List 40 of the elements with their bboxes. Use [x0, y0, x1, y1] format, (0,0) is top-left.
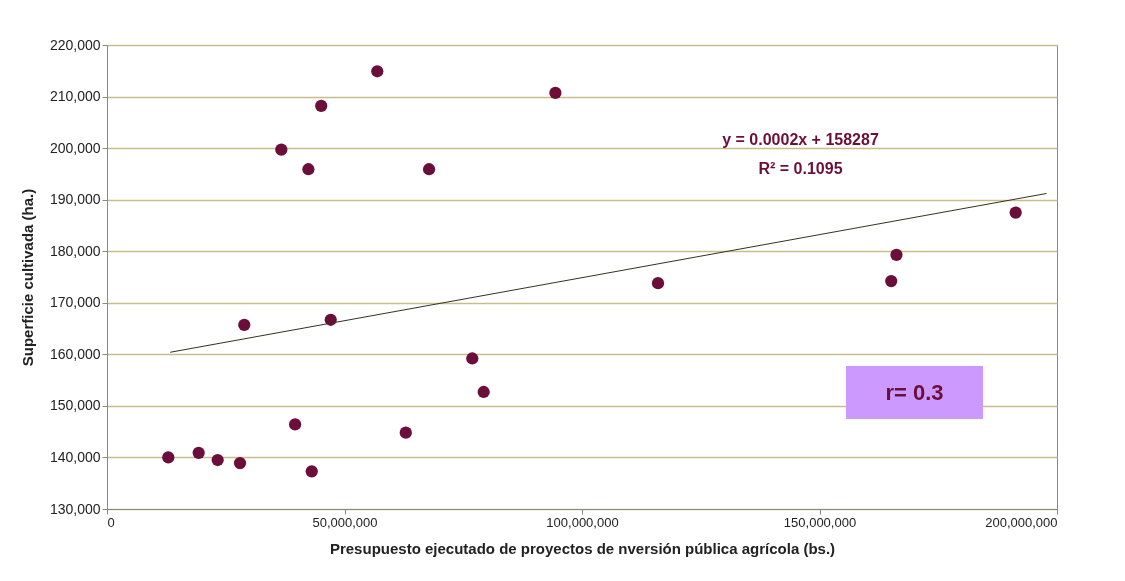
point — [651, 277, 665, 290]
point — [305, 465, 318, 478]
point — [288, 418, 302, 431]
y-axis-title: Superficie cultivada (ha.) — [18, 188, 36, 367]
point — [315, 99, 328, 112]
annotation: R² = 0.1095 — [758, 159, 843, 177]
point — [275, 143, 288, 156]
x-axis-title: Presupuesto ejecutado de proyectos de nversión pública agrícola (bs.) — [329, 539, 836, 557]
point — [238, 318, 251, 332]
x-tick-label: 50,000,000 — [312, 514, 378, 530]
point — [422, 163, 436, 176]
y-tick-label: 150,000 — [49, 397, 101, 414]
point — [162, 451, 175, 464]
point — [890, 248, 903, 261]
x-tick-label: 150,000,000 — [783, 514, 857, 530]
point — [477, 385, 490, 399]
point — [549, 86, 562, 100]
y-tick-label: 180,000 — [49, 242, 101, 259]
y-tick-label: 170,000 — [49, 294, 101, 311]
y-tick-label: 190,000 — [49, 191, 101, 208]
point — [466, 352, 479, 365]
y-tick-label: 160,000 — [49, 345, 101, 362]
label-box: r= 0.3 — [846, 366, 983, 419]
point — [371, 65, 384, 78]
y-tick-label: 200,000 — [49, 139, 101, 156]
y-tick-label: 140,000 — [49, 448, 101, 465]
point — [1009, 206, 1022, 219]
point — [302, 163, 315, 176]
x-tick-label: 200,000,000 — [985, 514, 1058, 530]
point — [399, 426, 412, 439]
point — [233, 457, 247, 470]
y-tick-label: 220,000 — [49, 36, 101, 53]
point — [211, 453, 224, 467]
x-tick-label: 100,000,000 — [546, 514, 619, 530]
annotation: y = 0.0002x + 158287 — [722, 131, 879, 149]
point — [192, 446, 205, 459]
point — [885, 275, 898, 288]
y-tick-label: 130,000 — [49, 500, 101, 517]
x-tick-label: 0 — [107, 514, 115, 530]
y-tick-label: 210,000 — [49, 88, 101, 105]
